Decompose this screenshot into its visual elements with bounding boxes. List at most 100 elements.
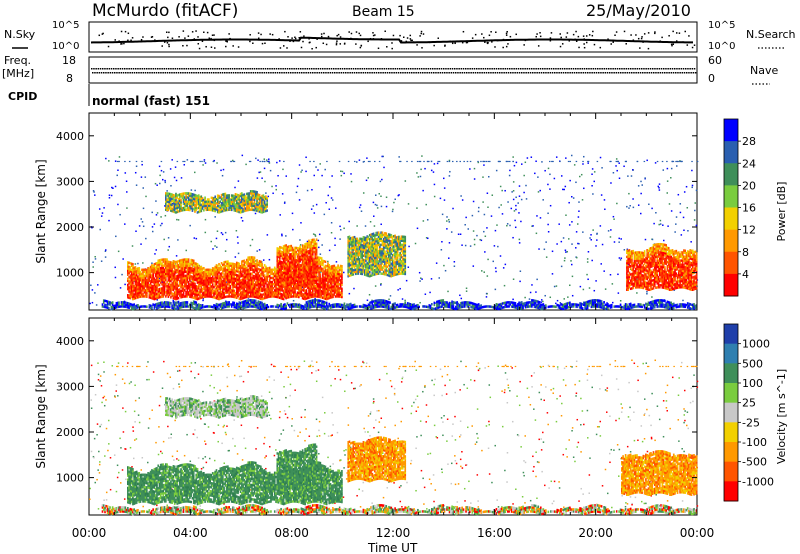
- echo-cell: [300, 268, 303, 271]
- nave-point: [140, 72, 142, 74]
- echo-cell: [225, 287, 228, 290]
- echo-cell: [303, 265, 305, 268]
- nave-point: [287, 72, 290, 74]
- nave-point: [437, 72, 439, 74]
- echo-cell: [182, 287, 185, 290]
- echo-cell: [128, 261, 130, 265]
- echo-cell: [232, 285, 234, 288]
- echo-point: [494, 267, 497, 269]
- echo-point: [446, 228, 448, 230]
- echo-cell: [246, 287, 248, 290]
- echo-cell: [197, 268, 200, 272]
- echo-cell: [237, 290, 239, 294]
- echo-point: [613, 241, 616, 243]
- echo-point: [504, 263, 507, 266]
- echo-cell: [237, 294, 239, 298]
- echo-cell: [333, 274, 336, 278]
- echo-point: [374, 285, 377, 287]
- freq-point: [493, 68, 496, 70]
- echo-cell: [294, 256, 296, 260]
- echo-cell: [341, 281, 343, 284]
- echo-cell: [330, 277, 333, 280]
- echo-point: [499, 185, 502, 188]
- nave-point: [169, 72, 171, 74]
- echo-cell: [173, 287, 176, 290]
- nsearch-point: [502, 38, 505, 41]
- echo-cell: [128, 271, 130, 275]
- echo-cell: [129, 286, 132, 290]
- nave-point: [430, 72, 433, 74]
- echo-cell: [157, 292, 160, 295]
- echo-cell: [267, 293, 270, 297]
- echo-cell: [138, 293, 141, 297]
- echo-cell: [147, 269, 149, 272]
- echo-cell: [258, 262, 261, 265]
- echo-cell: [206, 293, 209, 296]
- freq-point: [209, 68, 212, 70]
- echo-cell: [151, 290, 153, 294]
- echo-cell: [263, 292, 266, 296]
- echo-cell: [172, 272, 175, 275]
- echo-point: [414, 242, 417, 245]
- echo-cell: [265, 294, 267, 297]
- echo-cell: [276, 273, 279, 276]
- nsearch-point: [339, 43, 342, 45]
- echo-cell: [135, 290, 138, 293]
- echo-cell: [241, 266, 243, 270]
- echo-cell: [336, 291, 338, 294]
- echo-cell: [185, 264, 187, 267]
- echo-cell: [296, 275, 299, 279]
- echo-cell: [244, 265, 247, 268]
- echo-cell: [241, 297, 243, 300]
- echo-point: [254, 212, 257, 215]
- echo-cell: [157, 282, 160, 285]
- echo-point: [599, 225, 602, 227]
- echo-cell: [253, 277, 256, 280]
- echo-cell: [310, 283, 313, 286]
- nsearch-point: [481, 33, 483, 35]
- nave-point: [375, 72, 378, 74]
- echo-cell: [205, 291, 208, 294]
- echo-cell: [147, 289, 149, 293]
- echo-cell: [287, 276, 290, 279]
- echo-point: [174, 166, 177, 168]
- echo-cell: [186, 280, 189, 284]
- echo-cell: [275, 289, 277, 292]
- echo-point: [416, 160, 419, 163]
- echo-cell: [232, 281, 234, 284]
- echo-cell: [205, 270, 208, 274]
- echo-cell: [143, 282, 146, 286]
- nave-point: [166, 72, 169, 74]
- echo-cell: [196, 265, 199, 268]
- echo-cell: [168, 277, 171, 280]
- nave-point: [285, 72, 288, 74]
- echo-cell: [213, 267, 215, 270]
- nave-point: [320, 72, 323, 74]
- echo-cell: [192, 282, 195, 285]
- echo-cell: [299, 278, 301, 281]
- echo-cell: [172, 292, 175, 296]
- echo-point: [268, 258, 271, 261]
- echo-point: [373, 215, 375, 217]
- echo-point: [241, 220, 244, 222]
- echo-cell: [290, 271, 293, 274]
- echo-cell: [175, 279, 177, 282]
- echo-cell: [170, 296, 172, 299]
- echo-cell: [157, 290, 160, 293]
- freq-point: [509, 68, 511, 70]
- echo-cell: [218, 283, 220, 286]
- echo-point: [430, 160, 433, 163]
- echo-cell: [162, 293, 165, 296]
- echo-cell: [173, 276, 176, 280]
- echo-cell: [261, 281, 263, 284]
- echo-point: [268, 160, 270, 163]
- echo-cell: [139, 291, 142, 294]
- freq-point: [291, 68, 293, 70]
- echo-cell: [168, 285, 171, 288]
- echo-cell: [134, 282, 137, 285]
- nave-tick-bottom: 0: [708, 72, 715, 85]
- nave-point: [296, 72, 299, 74]
- echo-cell: [152, 287, 154, 290]
- echo-point: [399, 287, 401, 290]
- echo-point: [618, 177, 621, 180]
